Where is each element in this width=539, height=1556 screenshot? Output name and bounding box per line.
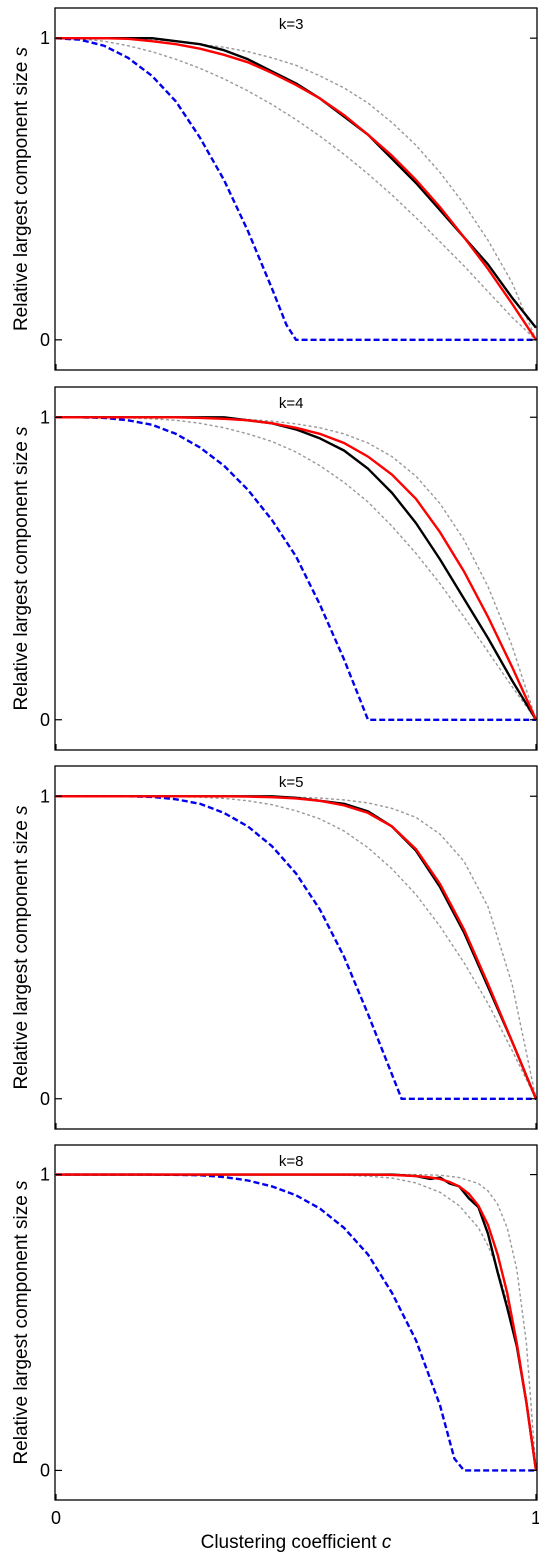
series-simulation (56, 416, 538, 721)
panel-title: k=5 (279, 774, 304, 791)
series-bounds-1 (56, 1173, 537, 1471)
series-simulation (56, 1173, 538, 1471)
ytick-label: 1 (40, 1165, 50, 1185)
series-bounds-2 (56, 416, 537, 721)
series-theory (56, 37, 538, 341)
ytick-label: 0 (40, 1460, 50, 1480)
ytick-label: 1 (40, 28, 50, 48)
series-bounds-2 (56, 795, 537, 1100)
xtick-label: 1 (531, 1508, 539, 1528)
panel-1: 0 1 k=3 Relative largest component size s (11, 7, 538, 371)
y-axis-label: Relative largest component size s (11, 805, 32, 1090)
panel-2: 0 1 k=4 Relative largest component size s (11, 386, 538, 751)
plot-frame (54, 386, 538, 751)
series-lower-bound (55, 37, 536, 341)
series-bounds-1 (56, 416, 537, 721)
ytick-label: 1 (40, 407, 50, 427)
panel-title: k=4 (279, 395, 304, 412)
series-bounds-2 (56, 1173, 537, 1471)
y-axis-label: Relative largest component size s (11, 1180, 32, 1465)
panel-4: 0 1 k=8 Relative largest component size s (11, 1144, 538, 1501)
series-bounds-1 (56, 795, 537, 1099)
ytick-label: 1 (40, 786, 50, 806)
plot-frame (54, 765, 538, 1130)
series-theory (56, 416, 538, 721)
series-lower-bound (56, 1173, 536, 1472)
series-lower-bound (56, 795, 536, 1100)
xtick-label: 0 (51, 1508, 61, 1528)
series-simulation (56, 37, 537, 329)
panel-title: k=3 (279, 16, 304, 33)
y-axis-label: Relative largest component size s (11, 46, 32, 331)
x-axis-label: Clustering coefficient c (201, 1532, 392, 1553)
panel-title: k=8 (279, 1153, 304, 1170)
plot-frame (54, 7, 538, 371)
series-simulation (56, 795, 538, 1100)
panel-3: 0 1 k=5 Relative largest component size s (11, 765, 538, 1130)
ytick-label: 0 (40, 710, 50, 730)
plot-frame (54, 1144, 538, 1501)
ytick-label: 0 (40, 1089, 50, 1109)
y-axis-label: Relative largest component size s (11, 426, 32, 711)
series-lower-bound (56, 416, 536, 721)
series-theory (56, 795, 538, 1100)
series-theory (56, 1173, 538, 1471)
ytick-label: 0 (40, 330, 50, 350)
series-bounds-2 (55, 37, 537, 341)
series-bounds-1 (56, 37, 537, 341)
